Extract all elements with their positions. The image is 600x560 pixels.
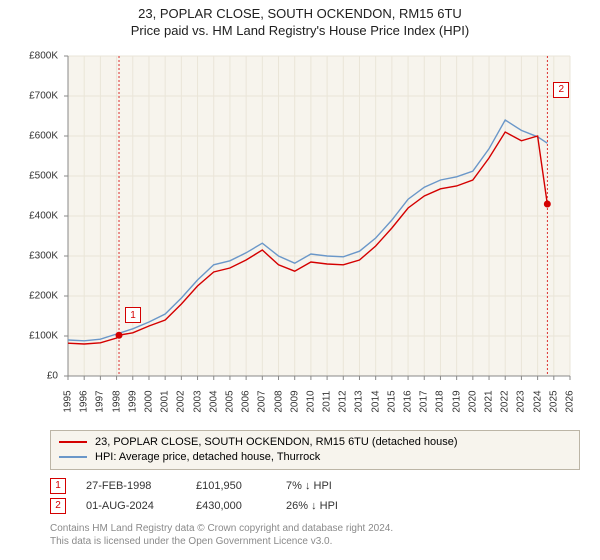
x-tick-label: 2018 <box>435 386 446 416</box>
chart-svg <box>20 46 580 426</box>
marker-pct-cell: 26% ↓ HPI <box>286 500 376 512</box>
legend-swatch <box>59 456 87 458</box>
marker-price: £430,000 <box>196 500 286 512</box>
marker-date: 01-AUG-2024 <box>86 500 196 512</box>
legend-label: HPI: Average price, detached house, Thur… <box>95 451 320 463</box>
footer-text: Contains HM Land Registry data © Crown c… <box>50 522 580 548</box>
y-tick-label: £600K <box>20 130 58 141</box>
x-tick-label: 2017 <box>419 386 430 416</box>
x-tick-label: 2000 <box>143 386 154 416</box>
legend-label: 23, POPLAR CLOSE, SOUTH OCKENDON, RM15 6… <box>95 436 458 448</box>
title-line2: Price paid vs. HM Land Registry's House … <box>0 23 600 40</box>
y-tick-label: £100K <box>20 330 58 341</box>
marker-pct: 7% <box>286 480 302 492</box>
y-tick-label: £200K <box>20 290 58 301</box>
x-tick-label: 2013 <box>354 386 365 416</box>
x-tick-label: 2019 <box>451 386 462 416</box>
x-tick-label: 1997 <box>95 386 106 416</box>
marker-callout: 2 <box>553 82 569 98</box>
y-tick-label: £300K <box>20 250 58 261</box>
x-tick-label: 1999 <box>127 386 138 416</box>
x-tick-label: 1995 <box>63 386 74 416</box>
y-tick-label: £700K <box>20 90 58 101</box>
chart-container: 23, POPLAR CLOSE, SOUTH OCKENDON, RM15 6… <box>0 0 600 560</box>
x-tick-label: 2021 <box>484 386 495 416</box>
x-tick-label: 2026 <box>565 386 576 416</box>
marker-table: 1 27-FEB-1998 £101,950 7% ↓ HPI 2 01-AUG… <box>50 476 580 516</box>
x-tick-label: 1996 <box>79 386 90 416</box>
legend-row: HPI: Average price, detached house, Thur… <box>59 450 571 465</box>
x-tick-label: 1998 <box>111 386 122 416</box>
marker-price: £101,950 <box>196 480 286 492</box>
x-tick-label: 2002 <box>176 386 187 416</box>
x-tick-label: 2014 <box>370 386 381 416</box>
x-tick-label: 2001 <box>160 386 171 416</box>
marker-vs: HPI <box>320 500 338 512</box>
x-tick-label: 2020 <box>467 386 478 416</box>
x-tick-label: 2012 <box>338 386 349 416</box>
title-block: 23, POPLAR CLOSE, SOUTH OCKENDON, RM15 6… <box>0 0 600 40</box>
marker-badge: 1 <box>50 478 66 494</box>
x-tick-label: 2022 <box>500 386 511 416</box>
marker-vs: HPI <box>314 480 332 492</box>
footer-line1: Contains HM Land Registry data © Crown c… <box>50 522 580 535</box>
legend-box: 23, POPLAR CLOSE, SOUTH OCKENDON, RM15 6… <box>50 430 580 470</box>
x-tick-label: 2003 <box>192 386 203 416</box>
x-tick-label: 2009 <box>289 386 300 416</box>
x-tick-label: 2004 <box>208 386 219 416</box>
marker-callout: 1 <box>125 307 141 323</box>
marker-badge: 2 <box>50 498 66 514</box>
down-arrow-icon: ↓ <box>311 500 317 512</box>
x-tick-label: 2007 <box>257 386 268 416</box>
x-tick-label: 2015 <box>386 386 397 416</box>
marker-row: 2 01-AUG-2024 £430,000 26% ↓ HPI <box>50 496 580 516</box>
y-tick-label: £0 <box>20 370 58 381</box>
chart-area: £0 £100K £200K £300K £400K £500K £600K £700K £80… <box>20 46 580 426</box>
marker-pct: 26% <box>286 500 308 512</box>
y-tick-label: £800K <box>20 50 58 61</box>
x-tick-label: 2016 <box>403 386 414 416</box>
legend-row: 23, POPLAR CLOSE, SOUTH OCKENDON, RM15 6… <box>59 435 571 450</box>
marker-pct-cell: 7% ↓ HPI <box>286 480 376 492</box>
footer-line2: This data is licensed under the Open Gov… <box>50 535 580 548</box>
x-tick-label: 2005 <box>224 386 235 416</box>
y-tick-label: £500K <box>20 170 58 181</box>
marker-date: 27-FEB-1998 <box>86 480 196 492</box>
legend-swatch <box>59 441 87 443</box>
x-tick-label: 2008 <box>273 386 284 416</box>
x-tick-label: 2025 <box>548 386 559 416</box>
x-tick-label: 2023 <box>516 386 527 416</box>
x-tick-label: 2006 <box>241 386 252 416</box>
down-arrow-icon: ↓ <box>305 480 311 492</box>
title-line1: 23, POPLAR CLOSE, SOUTH OCKENDON, RM15 6… <box>0 6 600 23</box>
y-tick-label: £400K <box>20 210 58 221</box>
x-tick-label: 2010 <box>305 386 316 416</box>
marker-row: 1 27-FEB-1998 £101,950 7% ↓ HPI <box>50 476 580 496</box>
x-tick-label: 2011 <box>322 386 333 416</box>
x-tick-label: 2024 <box>532 386 543 416</box>
